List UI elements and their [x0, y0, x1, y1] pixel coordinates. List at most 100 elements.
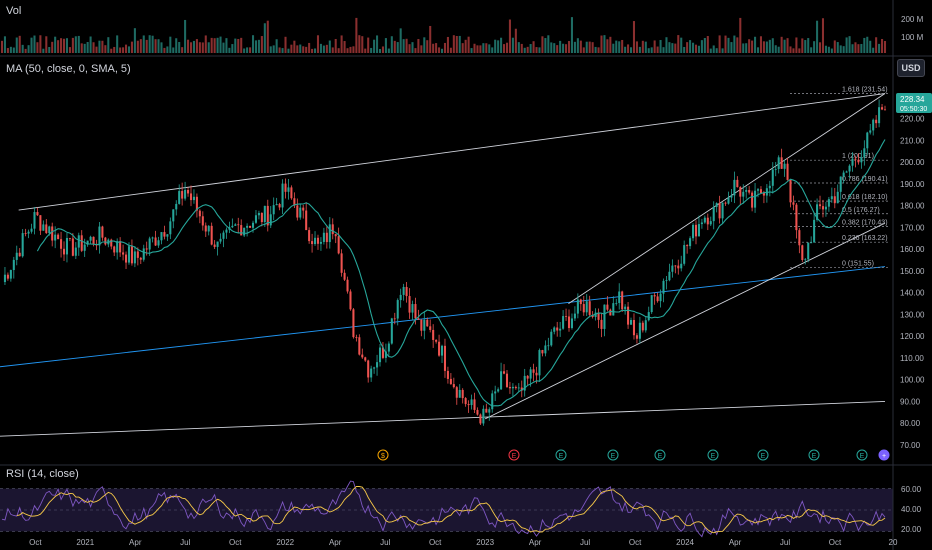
- trendline[interactable]: [0, 401, 886, 440]
- volume-bar: [816, 20, 819, 54]
- volume-bar: [127, 46, 131, 53]
- volume-bar: [550, 42, 553, 53]
- candle-body: [733, 179, 736, 196]
- candle-body: [426, 319, 429, 327]
- add-event-icon[interactable]: +: [878, 449, 890, 461]
- volume-bar: [529, 44, 532, 53]
- candle-body: [308, 230, 311, 242]
- volume-bar: [644, 41, 647, 53]
- candle-body: [349, 291, 352, 310]
- earnings-event-icon[interactable]: E: [508, 449, 520, 461]
- candle-body: [352, 309, 355, 338]
- price-tick: 200.00: [900, 158, 925, 167]
- volume-bar: [579, 40, 582, 53]
- candle-body: [361, 354, 364, 358]
- candle-body: [48, 226, 51, 234]
- event-markers[interactable]: $ E E E E E E E E +: [377, 449, 890, 461]
- earnings-event-icon[interactable]: E: [856, 449, 868, 461]
- volume-bar: [470, 48, 473, 53]
- volume-bar: [562, 43, 565, 53]
- volume-bar: [609, 36, 612, 53]
- time-tick: Oct: [29, 538, 42, 547]
- volume-bar: [777, 46, 780, 53]
- candle-body: [692, 224, 695, 239]
- volume-bar: [452, 35, 455, 53]
- volume-bar: [751, 40, 754, 53]
- volume-bar: [559, 40, 562, 53]
- volume-bar: [771, 38, 774, 53]
- price-tick: 150.00: [900, 267, 925, 276]
- candle-body: [556, 327, 559, 331]
- candle-body: [774, 168, 777, 170]
- candle-body: [432, 329, 435, 340]
- candle-body: [482, 408, 485, 424]
- candle-body: [125, 254, 128, 263]
- candle-body: [127, 246, 131, 263]
- volume-bar: [570, 17, 573, 54]
- candle-body: [635, 335, 638, 339]
- volume-bar: [733, 35, 736, 53]
- candle-body: [842, 172, 845, 177]
- candle-body: [367, 360, 370, 378]
- trendline[interactable]: [0, 266, 886, 380]
- candle-body: [491, 393, 494, 410]
- candle-body: [836, 191, 839, 204]
- volume-bar: [45, 36, 48, 53]
- candle-body: [3, 274, 6, 283]
- volume-bar: [104, 45, 107, 53]
- candle-body: [629, 320, 633, 325]
- price-tick: 100.00: [900, 376, 925, 385]
- volume-bar: [429, 25, 432, 53]
- candle-body: [148, 238, 151, 250]
- candle-body: [154, 237, 157, 246]
- trendlines: [0, 93, 886, 440]
- candle-body: [133, 251, 136, 264]
- candle-body: [503, 371, 506, 374]
- earnings-event-icon[interactable]: E: [808, 449, 820, 461]
- volume-bar: [624, 46, 627, 53]
- candle-body: [420, 319, 423, 331]
- last-price-tag: 228.34 05:50:30: [896, 93, 932, 113]
- volume-bar: [883, 40, 887, 53]
- candle-body: [113, 246, 116, 253]
- earnings-event-icon[interactable]: E: [707, 449, 719, 461]
- volume-bar: [39, 35, 42, 53]
- candle-body: [709, 221, 712, 225]
- candle-body: [535, 372, 538, 376]
- volume-bar: [455, 35, 458, 53]
- candle-body: [759, 189, 762, 194]
- volume-bar: [3, 36, 6, 53]
- earnings-event-icon[interactable]: E: [555, 449, 567, 461]
- volume-bar: [653, 40, 656, 53]
- volume-bar: [110, 48, 113, 53]
- candle-body: [603, 304, 606, 329]
- candle-body: [316, 237, 320, 244]
- time-tick: Jul: [580, 538, 590, 547]
- volume-bar: [845, 37, 848, 53]
- volume-bar: [854, 42, 857, 53]
- trendline[interactable]: [484, 222, 886, 420]
- price-tick: 140.00: [900, 289, 925, 298]
- volume-bar: [308, 42, 311, 53]
- candle-body: [612, 303, 615, 316]
- dividend-event-icon[interactable]: $: [377, 449, 389, 461]
- candle-body: [724, 202, 727, 204]
- time-axis[interactable]: Oct 2021 Apr Jul Oct 2022 Apr Jul Oct 2023 Apr Jul O…: [29, 538, 898, 547]
- price-tick: 80.00: [900, 419, 921, 428]
- earnings-event-icon[interactable]: E: [607, 449, 619, 461]
- earnings-event-icon[interactable]: E: [757, 449, 769, 461]
- trendline[interactable]: [568, 93, 886, 304]
- candle-body: [632, 320, 636, 336]
- currency-button[interactable]: USD: [897, 59, 925, 77]
- volume-bar: [762, 41, 765, 53]
- earnings-event-icon[interactable]: E: [654, 449, 666, 461]
- trendline[interactable]: [18, 93, 886, 211]
- candle-body: [659, 293, 662, 302]
- volume-bar: [839, 45, 842, 53]
- candle-body: [272, 205, 275, 215]
- candle-body: [449, 378, 452, 385]
- volume-bar: [458, 35, 461, 53]
- candle-body: [786, 163, 789, 180]
